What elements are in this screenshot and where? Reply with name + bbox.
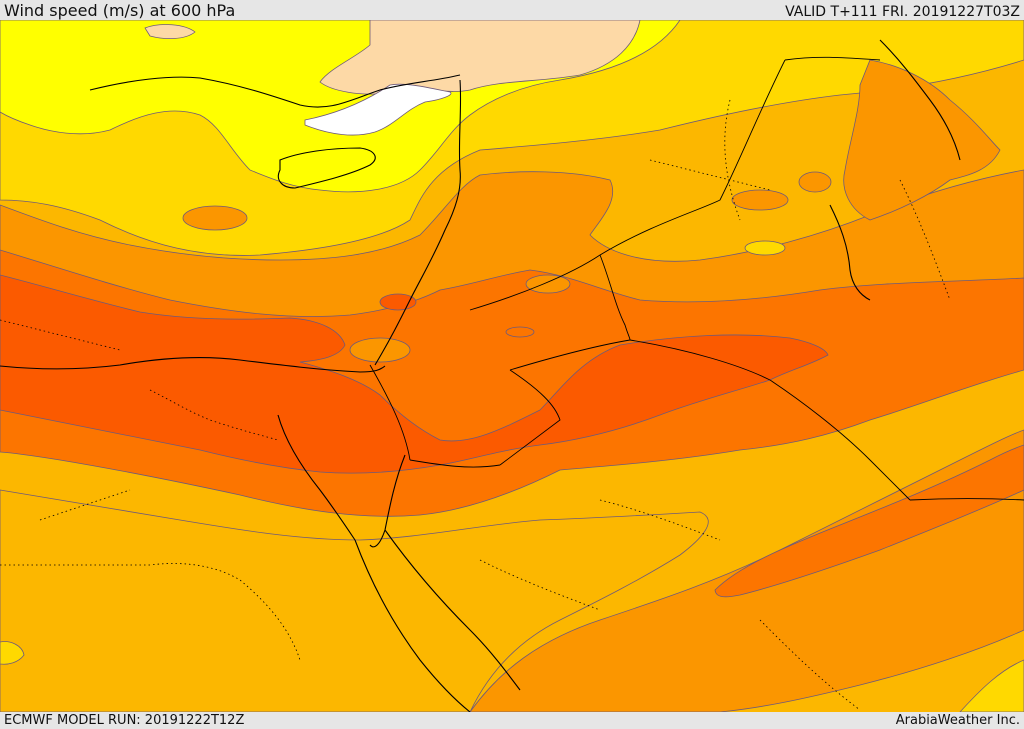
field-island-4: [798, 171, 832, 193]
field-peach-blob: [144, 24, 196, 40]
field-yellow-west-patch: [0, 641, 25, 665]
field-island-7: [525, 274, 571, 294]
field-island-8: [349, 337, 411, 363]
borders: [369, 56, 1024, 501]
model-run-label: ECMWF MODEL RUN: 20191222T12Z: [4, 713, 245, 728]
field-orange-east: [843, 59, 1001, 221]
dotted-boundaries: [0, 99, 951, 711]
footer-bar: ECMWF MODEL RUN: 20191222T12Z ArabiaWeat…: [0, 712, 1024, 729]
credit-label: ArabiaWeather Inc.: [895, 713, 1020, 728]
field-island-2: [731, 189, 789, 211]
valid-time-label: VALID T+111 FRI. 20191227T03Z: [785, 4, 1020, 20]
field-island-1: [182, 205, 248, 231]
field-island-3: [744, 240, 786, 256]
field-peach: [319, 20, 641, 95]
field-island-6: [505, 326, 535, 338]
header-bar: Wind speed (m/s) at 600 hPa VALID T+111 …: [0, 0, 1024, 20]
field-calm-white: [304, 83, 452, 136]
field-amber-southwest: [0, 489, 709, 712]
coastlines: [0, 39, 961, 712]
map-title: Wind speed (m/s) at 600 hPa: [4, 1, 236, 20]
field-island-5: [379, 293, 417, 311]
wind-speed-map: [0, 20, 1024, 712]
field-red-orange-core: [0, 274, 829, 474]
field-dark-orange-southeast: [714, 444, 1024, 598]
